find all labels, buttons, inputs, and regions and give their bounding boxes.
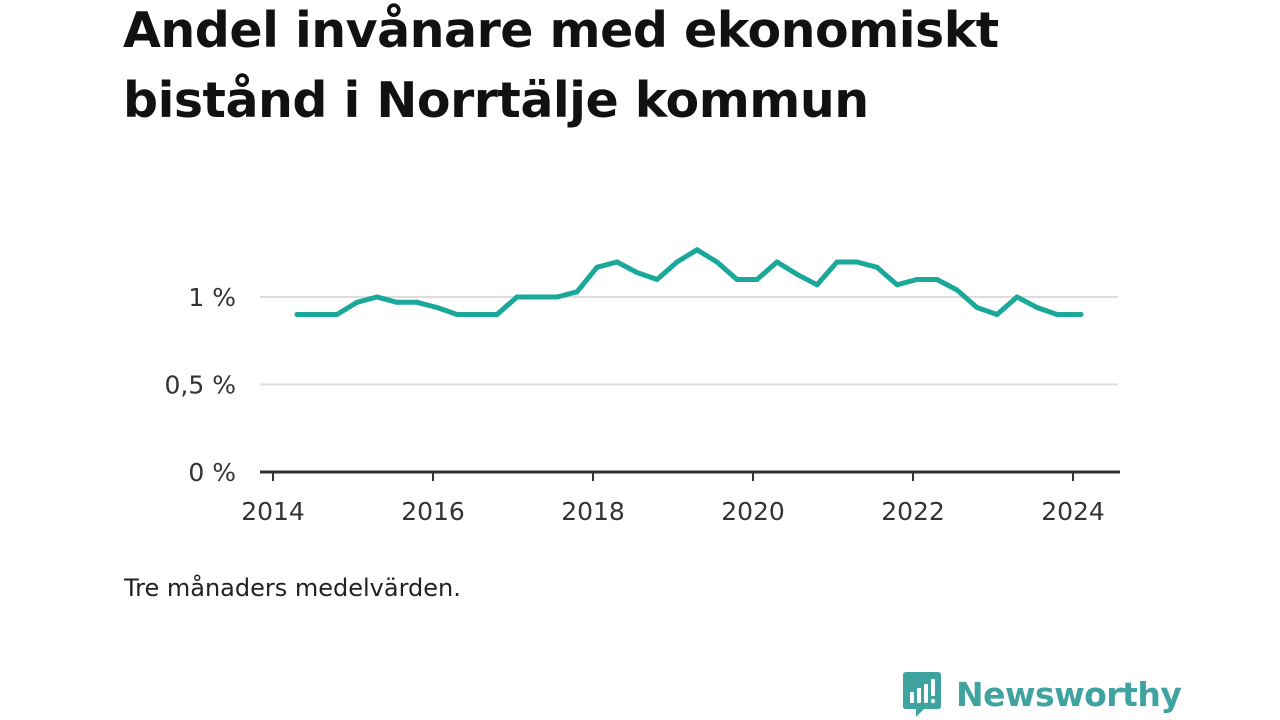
data-point bbox=[294, 312, 300, 317]
gridlines bbox=[260, 296, 1118, 386]
data-point bbox=[934, 277, 940, 282]
data-point bbox=[954, 287, 960, 293]
data-point bbox=[974, 305, 980, 310]
brand-name: Newsworthy bbox=[956, 674, 1182, 714]
x-axis-tick-labels: 2014 2016 2018 2020 2022 2024 bbox=[241, 497, 1105, 526]
y-axis-tick-labels: 0 % 0,5 % 1 % bbox=[165, 283, 236, 487]
data-point bbox=[734, 277, 740, 282]
data-point bbox=[674, 259, 680, 265]
x-tick-label: 2022 bbox=[881, 497, 945, 526]
x-axis bbox=[260, 470, 1120, 481]
data-point bbox=[754, 277, 760, 282]
x-tick-label: 2016 bbox=[401, 497, 465, 526]
data-point bbox=[914, 277, 920, 282]
data-point bbox=[534, 294, 540, 300]
data-point bbox=[834, 259, 840, 265]
data-point bbox=[354, 299, 360, 305]
data-point bbox=[994, 312, 1000, 317]
data-point bbox=[1054, 312, 1060, 317]
x-tick-label: 2020 bbox=[721, 497, 785, 526]
data-point bbox=[654, 277, 660, 282]
y-tick-label: 0,5 % bbox=[165, 371, 236, 400]
data-point bbox=[474, 312, 480, 317]
data-point bbox=[714, 259, 720, 265]
data-point bbox=[1034, 305, 1040, 310]
data-point bbox=[794, 271, 800, 277]
data-point bbox=[394, 299, 400, 305]
x-tick-label: 2018 bbox=[561, 497, 625, 526]
data-point bbox=[554, 294, 560, 300]
data-point bbox=[374, 294, 380, 300]
data-point bbox=[594, 264, 600, 270]
data-point bbox=[694, 247, 700, 253]
y-tick-label: 1 % bbox=[188, 283, 236, 312]
data-point bbox=[314, 312, 320, 317]
data-point bbox=[874, 264, 880, 270]
line-chart: 0 % 0,5 % 1 % 2014 2016 2018 2020 2022 2024 bbox=[165, 247, 1120, 526]
data-point bbox=[434, 305, 440, 310]
data-series bbox=[294, 247, 1084, 317]
data-point bbox=[414, 299, 420, 305]
x-tick-label: 2014 bbox=[241, 497, 305, 526]
chart-title: Andel invånare med ekonomiskt bistånd i … bbox=[123, 2, 999, 129]
data-point bbox=[574, 289, 580, 295]
newsworthy-logo-icon bbox=[903, 672, 941, 717]
data-point bbox=[854, 259, 860, 265]
data-point bbox=[814, 282, 820, 288]
brand-footer: Newsworthy bbox=[902, 670, 1182, 718]
data-point bbox=[454, 312, 460, 317]
x-tick-label: 2024 bbox=[1041, 497, 1105, 526]
data-point bbox=[1014, 294, 1020, 300]
data-point bbox=[494, 312, 500, 317]
data-point bbox=[894, 282, 900, 288]
data-point bbox=[634, 270, 640, 275]
data-point bbox=[614, 259, 620, 265]
data-point bbox=[514, 294, 520, 300]
series-line bbox=[294, 247, 1084, 317]
data-point bbox=[1078, 312, 1084, 317]
y-tick-label: 0 % bbox=[188, 458, 236, 487]
data-point bbox=[774, 259, 780, 265]
chart-note: Tre månaders medelvärden. bbox=[124, 574, 461, 602]
data-point bbox=[334, 312, 340, 317]
